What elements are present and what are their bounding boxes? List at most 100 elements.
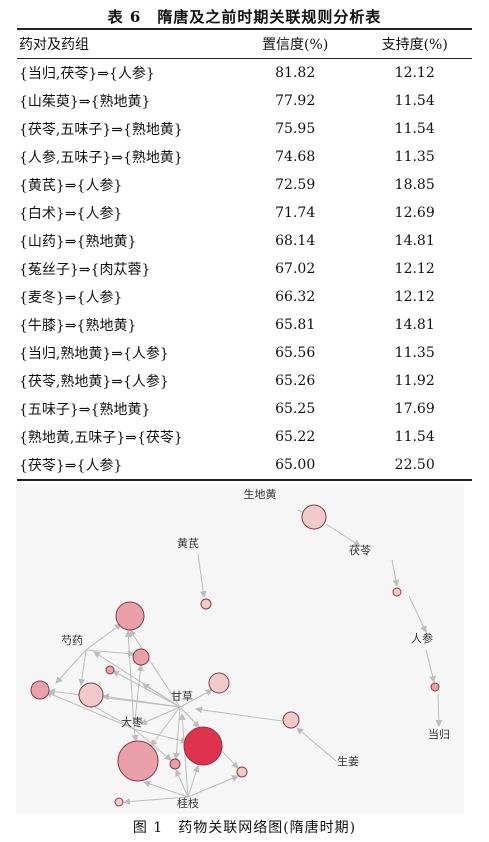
support-cell: 18.85 bbox=[394, 177, 435, 193]
edge-arrow bbox=[129, 629, 181, 708]
network-node bbox=[183, 726, 223, 766]
edge-arrow bbox=[131, 728, 139, 742]
confidence-cell: 68.14 bbox=[275, 233, 316, 249]
drug-network-graph: 生地黄 黄芪 茯苓 人参 芍药 甘草 大枣 当归 生姜 桂枝 bbox=[16, 484, 464, 814]
table-row: {五味子}⇒{熟地黄} 65.25 17.69 bbox=[17, 395, 472, 423]
edge-arrow bbox=[435, 693, 443, 727]
edge-arrow bbox=[85, 649, 135, 657]
confidence-cell: 71.74 bbox=[275, 205, 316, 221]
table-row: {麦冬}⇒{人参} 66.32 12.12 bbox=[17, 283, 472, 311]
table-header-row: 药对及药组 置信度(%) 支持度(%) bbox=[17, 28, 472, 59]
node-label-guizhi: 桂枝 bbox=[177, 796, 199, 810]
table-row: {山茱萸}⇒{熟地黄} 77.92 11.54 bbox=[17, 87, 472, 115]
edge-arrow bbox=[296, 727, 337, 762]
support-cell: 11.35 bbox=[394, 149, 435, 165]
node-label-shengdihuang: 生地黄 bbox=[244, 487, 277, 501]
support-cell: 11.92 bbox=[394, 373, 435, 389]
table-row: {菟丝子}⇒{肉苁蓉} 67.02 12.12 bbox=[17, 255, 472, 283]
confidence-cell: 65.22 bbox=[275, 429, 316, 445]
confidence-cell: 66.32 bbox=[275, 289, 316, 305]
edge-arrow bbox=[55, 649, 87, 684]
edge-arrow bbox=[112, 670, 181, 708]
network-node bbox=[430, 682, 440, 692]
rule-cell: {茯苓,熟地黄}⇒{人参} bbox=[19, 374, 169, 390]
table-row: {茯苓}⇒{人参} 65.00 22.50 bbox=[17, 451, 472, 481]
network-node bbox=[117, 740, 159, 782]
confidence-cell: 67.02 bbox=[275, 261, 316, 277]
table-title: 表 6 隋唐及之前时期关联规则分析表 bbox=[107, 8, 382, 26]
network-node bbox=[301, 504, 327, 530]
edge-arrow bbox=[87, 702, 135, 730]
network-node bbox=[169, 758, 181, 770]
rule-cell: {茯苓}⇒{人参} bbox=[17, 451, 233, 481]
confidence-cell: 74.68 bbox=[275, 149, 316, 165]
table-row: {茯苓,五味子}⇒{熟地黄} 75.95 11.54 bbox=[17, 115, 472, 143]
confidence-cell: 65.25 bbox=[275, 401, 316, 417]
network-node bbox=[114, 797, 124, 807]
header-support: 支持度(%) bbox=[357, 28, 472, 59]
table-row: {黄芪}⇒{人参} 72.59 18.85 bbox=[17, 171, 472, 199]
rule-cell: {白术}⇒{人参} bbox=[19, 206, 123, 222]
rule-cell: {麦冬}⇒{人参} bbox=[19, 290, 123, 306]
edge-arrow bbox=[123, 796, 189, 806]
confidence-cell: 72.59 bbox=[275, 177, 316, 193]
rule-cell: {黄芪}⇒{人参} bbox=[19, 178, 123, 194]
table-row: {白术}⇒{人参} 71.74 12.69 bbox=[17, 199, 472, 227]
support-cell: 12.12 bbox=[394, 65, 435, 81]
table-row: {当归,熟地黄}⇒{人参} 65.56 11.35 bbox=[17, 339, 472, 367]
table-row: {当归,茯苓}⇒{人参} 81.82 12.12 bbox=[17, 59, 472, 88]
confidence-cell: 65.00 bbox=[232, 451, 358, 481]
support-cell: 12.12 bbox=[394, 289, 435, 305]
network-node bbox=[105, 665, 115, 675]
edge-arrow bbox=[178, 713, 189, 798]
rule-cell: {山药}⇒{熟地黄} bbox=[19, 234, 137, 250]
node-label-fuling: 茯苓 bbox=[349, 543, 371, 557]
edge-arrow bbox=[175, 769, 189, 798]
edge-arrow bbox=[93, 651, 181, 708]
edge-arrow bbox=[187, 765, 200, 798]
rule-cell: {牛膝}⇒{熟地黄} bbox=[19, 318, 137, 334]
network-node bbox=[78, 682, 104, 708]
edge-arrow bbox=[124, 630, 135, 730]
node-label-dazao: 大枣 bbox=[121, 715, 143, 729]
edge-arrow bbox=[45, 691, 135, 730]
edge-arrow bbox=[78, 649, 87, 686]
confidence-cell: 65.26 bbox=[275, 373, 316, 389]
edge-arrow bbox=[150, 706, 181, 747]
header-drug-set: 药对及药组 bbox=[17, 28, 233, 59]
node-label-shengjiang: 生姜 bbox=[337, 754, 359, 768]
table-row: {人参,五味子}⇒{熟地黄} 74.68 11.35 bbox=[17, 143, 472, 171]
network-node bbox=[392, 587, 402, 597]
node-label-gancao: 甘草 bbox=[171, 690, 193, 703]
support-cell: 14.81 bbox=[394, 233, 435, 249]
header-confidence: 置信度(%) bbox=[232, 28, 358, 59]
confidence-cell: 65.56 bbox=[275, 345, 316, 361]
rule-cell: {熟地黄,五味子}⇒{茯苓} bbox=[19, 430, 183, 446]
table-row: {山药}⇒{熟地黄} 68.14 14.81 bbox=[17, 227, 472, 255]
edge-arrow bbox=[391, 559, 400, 587]
network-node bbox=[115, 601, 145, 631]
confidence-cell: 65.81 bbox=[275, 317, 316, 333]
table-row: {茯苓,熟地黄}⇒{人参} 65.26 11.92 bbox=[17, 367, 472, 395]
edge-arrow bbox=[325, 523, 361, 547]
confidence-cell: 75.95 bbox=[275, 121, 316, 137]
support-cell: 11.54 bbox=[394, 429, 435, 445]
association-rules-table: 药对及药组 置信度(%) 支持度(%) {当归,茯苓}⇒{人参} 81.82 12.… bbox=[17, 28, 472, 481]
edge-arrow bbox=[408, 595, 427, 633]
edge-arrow bbox=[85, 623, 122, 651]
support-cell: 17.69 bbox=[394, 401, 435, 417]
support-cell: 14.81 bbox=[394, 317, 435, 333]
rule-cell: {五味子}⇒{熟地黄} bbox=[19, 402, 151, 418]
table-body: {当归,茯苓}⇒{人参} 81.82 12.12 {山茱萸}⇒{熟地黄} 77.92 11… bbox=[17, 59, 472, 481]
edge-arrow bbox=[195, 706, 283, 722]
node-label-danggui: 当归 bbox=[428, 727, 450, 741]
edge-arrow bbox=[133, 728, 188, 744]
confidence-cell: 77.92 bbox=[275, 93, 316, 109]
network-node bbox=[236, 766, 248, 778]
network-node bbox=[30, 680, 50, 700]
confidence-cell: 81.82 bbox=[275, 65, 316, 81]
edge-arrow bbox=[143, 780, 189, 798]
node-label-huangqi: 黄芪 bbox=[177, 536, 199, 550]
support-cell: 11.54 bbox=[394, 121, 435, 137]
